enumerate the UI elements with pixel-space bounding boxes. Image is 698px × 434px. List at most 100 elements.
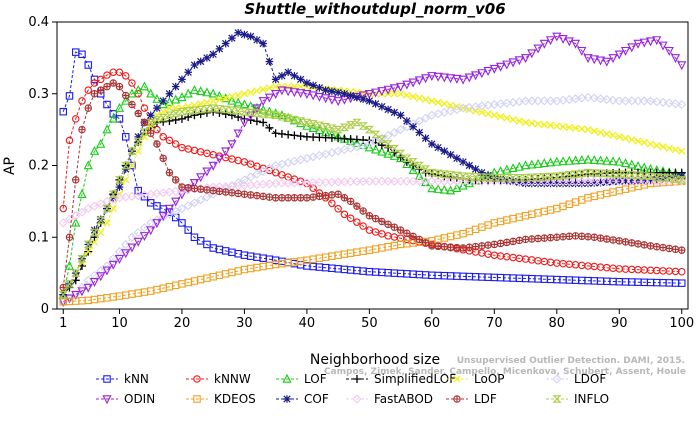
point-loop (521, 118, 530, 127)
point-cof (378, 102, 386, 111)
point-ldof (583, 92, 593, 102)
point-odin (514, 56, 524, 66)
point-lof (539, 158, 549, 168)
point-ldf (628, 239, 636, 247)
point-ldf (284, 194, 292, 202)
point-simplifiedlof (271, 129, 280, 138)
point-inflo (458, 172, 468, 181)
point-inflo (633, 171, 643, 180)
point-kdeos (578, 196, 586, 204)
legend-item-odin: ODIN (96, 392, 155, 406)
point-knnw (59, 204, 67, 213)
legend-item-ldf: LDF (446, 392, 497, 406)
point-inflo (364, 125, 374, 134)
point-ldf (546, 234, 555, 242)
point-knnw (328, 199, 336, 208)
point-loop (222, 94, 230, 102)
point-cof (584, 179, 592, 188)
point-odin (483, 67, 493, 76)
point-inflo (221, 105, 231, 114)
point-ldof (258, 166, 268, 176)
point-ldof (264, 163, 274, 173)
point-odin (414, 76, 424, 86)
point-knn (134, 186, 142, 195)
point-loop (434, 98, 442, 107)
point-loop (534, 120, 542, 128)
series-kdeos (59, 177, 686, 306)
point-ldf (340, 194, 349, 202)
point-ldof (589, 93, 599, 103)
point-ldof (396, 125, 406, 135)
series-knn (59, 48, 686, 287)
point-loop (240, 90, 249, 98)
point-ldf (153, 140, 161, 148)
point-ldf (315, 192, 324, 201)
x-tick-label: 100 (669, 316, 694, 331)
point-cof (553, 179, 561, 188)
point-kdeos (559, 202, 567, 211)
point-simplifiedlof (190, 111, 199, 120)
point-odin (627, 43, 637, 53)
legend: kNN kNNW LOF SimplifiedLOF LoOP LDOF ODIN KDEOS… (96, 372, 609, 406)
point-lof (452, 183, 462, 192)
point-ldf (471, 242, 480, 251)
point-ldf (334, 190, 342, 198)
point-lof (352, 138, 362, 148)
point-lof (414, 171, 424, 181)
point-odin (658, 41, 668, 51)
point-ldof (608, 95, 618, 105)
point-inflo (620, 170, 631, 179)
point-knn (196, 237, 205, 245)
point-ldf (590, 233, 599, 241)
point-inflo (339, 123, 349, 131)
point-ldf (221, 188, 230, 196)
point-lof (589, 154, 599, 164)
point-fastabod (439, 176, 449, 186)
point-fastabod (277, 178, 287, 188)
point-ldf (378, 217, 386, 226)
point-lof (545, 157, 556, 167)
point-ldof (402, 122, 412, 132)
point-loop (540, 120, 548, 129)
point-lof (433, 183, 443, 193)
legend-item-lof: LOF (276, 372, 327, 386)
point-loop (553, 122, 561, 130)
point-inflo (89, 228, 100, 237)
legend-marker-ldf (453, 395, 461, 403)
watermark-line-2: Campos, Zimek, Sander, Campello, Micenko… (324, 367, 686, 377)
point-knnw (309, 184, 317, 192)
point-inflo (552, 172, 562, 181)
point-ldof (371, 136, 381, 146)
point-inflo (358, 122, 368, 130)
point-inflo (627, 171, 637, 179)
point-knn (103, 100, 111, 109)
point-inflo (489, 173, 499, 182)
point-ldof (639, 96, 649, 106)
point-ldf (303, 194, 311, 202)
point-inflo (264, 110, 274, 119)
point-ldof (645, 96, 656, 106)
point-lof (402, 159, 412, 169)
point-inflo (96, 216, 106, 225)
point-simplifiedlof (296, 132, 305, 141)
point-ldf (171, 176, 180, 184)
series-odin (58, 32, 687, 308)
point-inflo (408, 158, 418, 166)
point-inflo (214, 105, 224, 113)
point-lof (514, 161, 524, 171)
y-tick-label: 0 (41, 302, 49, 317)
point-inflo (227, 106, 237, 115)
point-fastabod (371, 176, 381, 186)
point-lof (108, 113, 118, 123)
point-ldf (409, 232, 417, 241)
point-cof (534, 179, 542, 188)
point-ldf (459, 244, 467, 252)
point-odin (608, 54, 618, 64)
point-fastabod (446, 176, 456, 186)
point-cof (640, 176, 649, 184)
point-odin (296, 89, 306, 99)
point-inflo (77, 255, 87, 263)
point-cof (234, 28, 242, 37)
point-knn (178, 219, 186, 227)
point-odin (408, 78, 418, 88)
